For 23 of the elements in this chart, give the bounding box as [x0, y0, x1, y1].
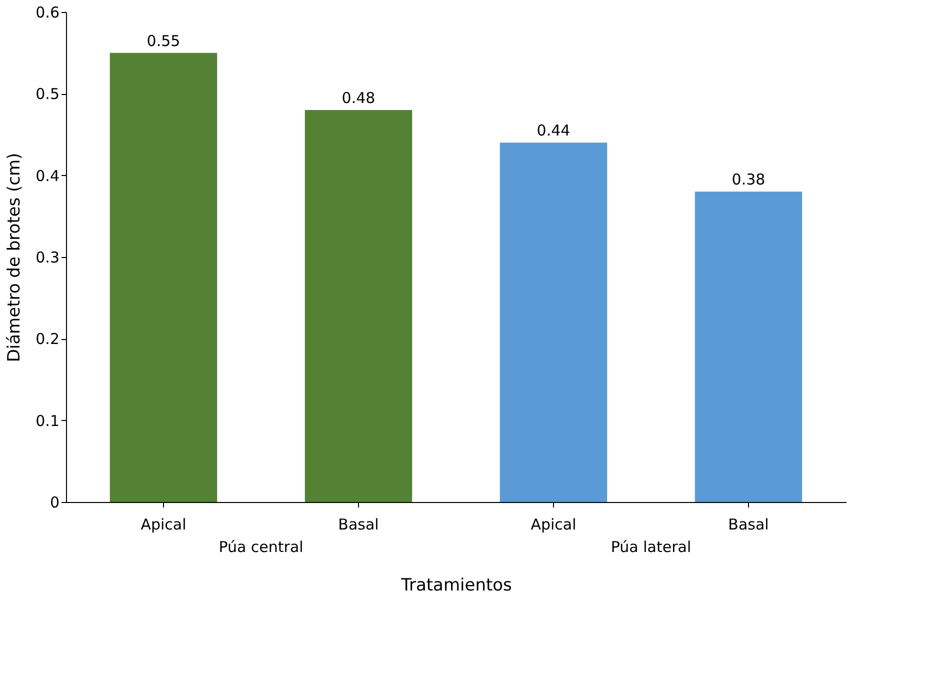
text: Púa central: [218, 538, 304, 556]
bar: [304, 110, 412, 502]
data-label: 0.44: [536, 122, 570, 140]
x-axis-title: Tratamientos: [400, 576, 512, 596]
data-label: 0.38: [732, 170, 766, 189]
bar: [110, 52, 218, 502]
bar: [500, 142, 608, 502]
y-axis-title: Diámetro de brotes (cm): [4, 152, 25, 362]
y-tick-label: 0.3: [36, 248, 60, 266]
y-tick-label: 0.4: [36, 166, 60, 185]
y-tick-label: 0.6: [36, 4, 60, 22]
y-tick-label: 0: [50, 494, 60, 512]
data-label: 0.55: [146, 32, 180, 50]
text: Púa lateral: [610, 538, 692, 556]
y-tick-label: 0.2: [36, 330, 60, 348]
y-tick-label: 0.5: [36, 85, 60, 104]
x-tick-label: Basal: [728, 516, 769, 534]
bar: [694, 192, 802, 502]
x-tick-label: Apical: [530, 516, 576, 534]
data-label: 0.48: [342, 89, 376, 107]
x-tick-label: Apical: [140, 516, 186, 534]
y-tick-label: 0.1: [36, 412, 60, 430]
x-tick-label: Basal: [338, 516, 379, 534]
